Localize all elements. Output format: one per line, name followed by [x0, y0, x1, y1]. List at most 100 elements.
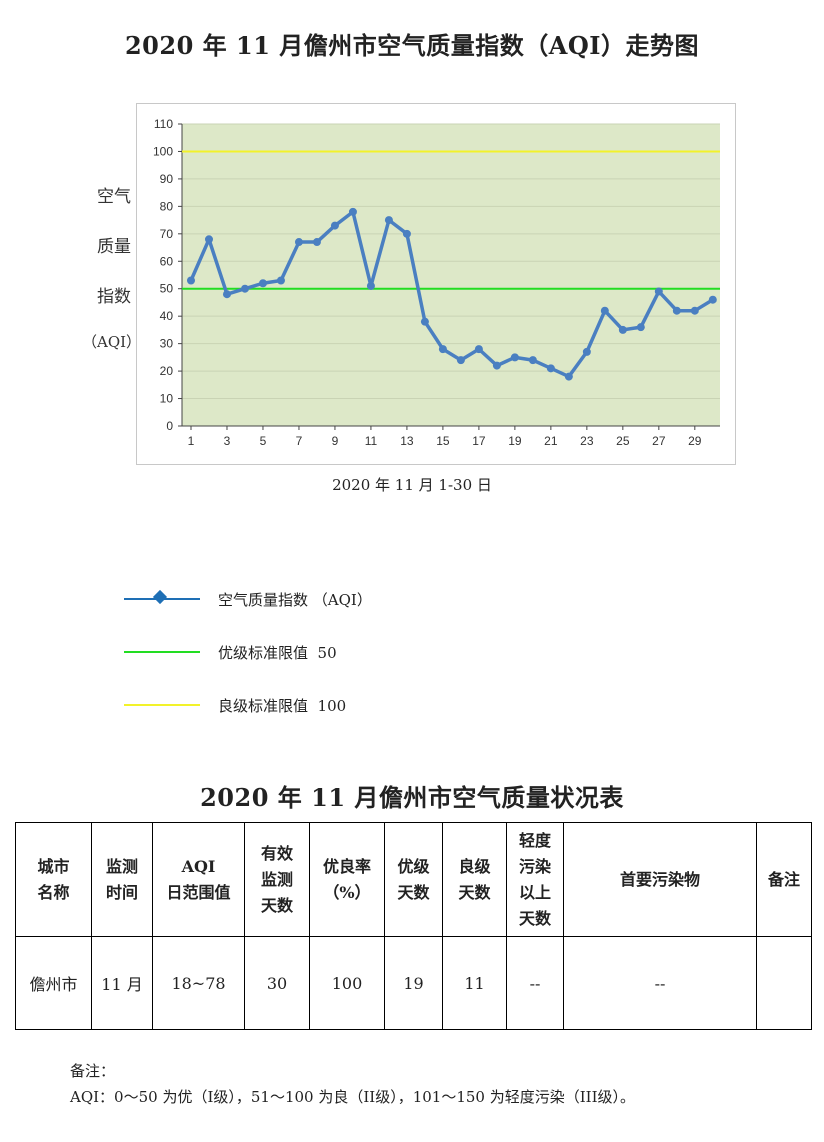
y-tick-label: 80 — [160, 199, 174, 213]
x-tick-label: 25 — [616, 434, 630, 448]
x-tick-label: 21 — [544, 434, 558, 448]
header-remarks: 备注 — [756, 822, 812, 937]
y-axis-label-3: 指数 — [97, 287, 131, 307]
cell-valid-days: 30 — [244, 936, 310, 1030]
x-axis-label: 2020 年 11 月 1-30 日 — [332, 476, 492, 494]
aqi-data-point — [402, 229, 411, 238]
cell-polluted-days: -- — [506, 936, 564, 1030]
cell-city: 儋州市 — [15, 936, 92, 1030]
cell-time: 11 月 — [91, 936, 153, 1030]
aqi-data-point — [564, 372, 573, 381]
legend-label-excellent: 优级标准限值 50 — [218, 643, 337, 662]
legend-item-excellent: 优级标准限值 50 — [124, 640, 337, 664]
aqi-data-point — [222, 290, 231, 299]
y-tick-label: 60 — [160, 254, 174, 268]
x-tick-label: 23 — [580, 434, 594, 448]
y-tick-label: 40 — [160, 309, 174, 323]
y-tick-label: 30 — [160, 337, 174, 351]
aqi-data-point — [528, 356, 537, 365]
legend-label-good: 良级标准限值 100 — [218, 696, 347, 715]
cell-remarks — [756, 936, 812, 1030]
aqi-data-point — [348, 207, 357, 216]
x-tick-label: 29 — [688, 434, 702, 448]
x-tick-label: 15 — [436, 434, 450, 448]
header-aqi-range: AQI 日范围值 — [152, 822, 245, 937]
x-tick-label: 17 — [472, 434, 486, 448]
y-tick-label: 70 — [160, 227, 174, 241]
x-tick-label: 3 — [224, 434, 231, 448]
aqi-data-point — [366, 281, 375, 290]
y-tick-label: 100 — [153, 144, 173, 158]
header-time: 监测 时间 — [91, 822, 153, 937]
aqi-data-point — [636, 323, 645, 332]
aqi-data-point — [672, 306, 681, 315]
x-tick-label: 27 — [652, 434, 666, 448]
x-tick-label: 13 — [400, 434, 414, 448]
y-tick-label: 20 — [160, 364, 174, 378]
aqi-data-point — [420, 317, 429, 326]
note-text: AQI：0～50 为优（I级），51～100 为良（II级），101～150 为… — [70, 1088, 636, 1106]
aqi-data-point — [456, 356, 465, 365]
cell-aqi-range: 18~78 — [152, 936, 245, 1030]
y-tick-label: 110 — [154, 117, 173, 131]
x-tick-label: 11 — [365, 434, 378, 448]
aqi-data-point — [330, 221, 339, 230]
cell-primary-pollutant: -- — [563, 936, 757, 1030]
aqi-data-point — [258, 279, 267, 288]
aqi-data-point — [294, 238, 303, 247]
cell-good-days: 11 — [442, 936, 507, 1030]
y-tick-label: 0 — [166, 419, 173, 433]
y-tick-label: 90 — [160, 172, 174, 186]
legend-item-good: 良级标准限值 100 — [124, 693, 346, 717]
table-title: 2020 年 11 月儋州市空气质量状况表 — [200, 783, 624, 812]
header-rate: 优良率 （%） — [309, 822, 385, 937]
x-tick-label: 7 — [296, 434, 303, 448]
plot-area — [182, 124, 720, 426]
air-quality-table: 城市 名称 监测 时间 AQI 日范围值 有效 监测 天数 优良率 （%） 优级 天数 良级天… — [15, 822, 812, 1030]
table-row: 儋州市 11 月 18~78 30 100 19 11 -- -- — [15, 936, 812, 1030]
aqi-data-point — [600, 306, 609, 315]
chart-title: 2020 年 11 月儋州市空气质量指数（AQI）走势图 — [124, 31, 699, 60]
aqi-data-point — [708, 295, 717, 304]
aqi-data-point — [186, 276, 195, 285]
note-label: 备注： — [70, 1062, 116, 1080]
aqi-data-point — [276, 276, 285, 285]
header-city: 城市 名称 — [15, 822, 92, 937]
aqi-data-point — [438, 345, 447, 354]
y-axis-label-4: （AQI） — [82, 333, 142, 351]
aqi-data-point — [690, 306, 699, 315]
x-tick-label: 19 — [508, 434, 522, 448]
aqi-data-point — [474, 345, 483, 354]
header-excellent-days: 优级 天数 — [384, 822, 443, 937]
aqi-data-point — [654, 287, 663, 296]
legend-item-aqi: 空气质量指数 （AQI） — [124, 587, 372, 611]
cell-excellent-days: 19 — [384, 936, 443, 1030]
y-axis-label-1: 空气 — [97, 187, 131, 207]
aqi-data-point — [492, 361, 501, 370]
header-polluted-days: 轻度 污染 以上 天数 — [506, 822, 564, 937]
table-header-row: 城市 名称 监测 时间 AQI 日范围值 有效 监测 天数 优良率 （%） 优级 天数 良级天… — [15, 822, 812, 937]
x-tick-label: 1 — [188, 434, 195, 448]
legend-swatch-aqi — [124, 589, 200, 605]
header-good-days: 良级 天数 — [442, 822, 507, 937]
aqi-data-point — [510, 353, 519, 362]
header-valid-days: 有效 监测 天数 — [244, 822, 310, 937]
legend-label-aqi: 空气质量指数 （AQI） — [218, 590, 372, 609]
legend-swatch-excellent — [124, 651, 200, 653]
aqi-data-point — [384, 216, 393, 225]
y-axis-label-2: 质量 — [97, 237, 131, 257]
aqi-data-point — [546, 364, 555, 373]
cell-rate: 100 — [309, 936, 385, 1030]
chart-frame: 0 10 20 30 40 50 60 70 80 90 100 110 1 3 5 7 9 11 13 15 17 19… — [136, 103, 736, 465]
x-tick-label: 9 — [332, 434, 339, 448]
diamond-marker-icon — [152, 589, 168, 605]
aqi-data-point — [240, 284, 249, 293]
y-tick-label: 10 — [160, 392, 174, 406]
legend-swatch-good — [124, 704, 200, 706]
aqi-data-point — [618, 325, 627, 334]
y-tick-label: 50 — [160, 282, 174, 296]
aqi-data-point — [582, 347, 591, 356]
header-primary-pollutant: 首要污染物 — [563, 822, 757, 937]
aqi-data-point — [312, 238, 321, 247]
